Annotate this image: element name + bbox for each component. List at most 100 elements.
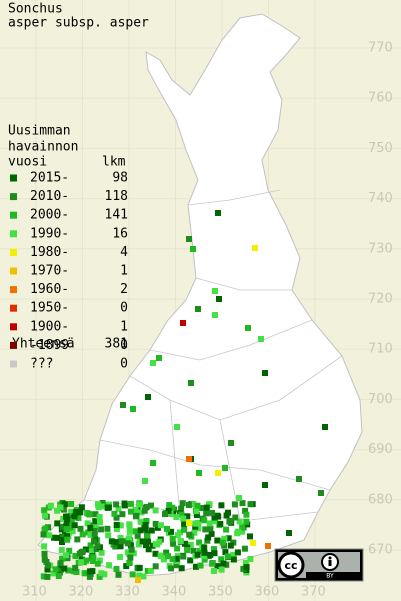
license-badge: cc BY <box>274 548 364 582</box>
square <box>84 520 91 527</box>
title: Sonchus <box>8 2 63 17</box>
square <box>66 547 73 554</box>
square <box>112 543 119 550</box>
square <box>226 518 233 525</box>
square <box>139 538 146 545</box>
square <box>193 563 199 570</box>
square <box>174 532 181 539</box>
legend-swatch <box>10 248 17 256</box>
square <box>142 478 148 484</box>
square <box>138 509 145 516</box>
legend-count: 0 <box>120 301 128 316</box>
square <box>168 528 175 535</box>
square <box>44 566 51 573</box>
legend-label: 1950- <box>30 301 69 316</box>
square <box>201 549 208 556</box>
square <box>242 507 249 514</box>
square <box>211 568 217 574</box>
square <box>42 525 49 532</box>
square <box>186 236 192 242</box>
square <box>247 501 254 508</box>
square <box>41 550 48 557</box>
square <box>163 549 170 556</box>
square <box>222 549 229 556</box>
square <box>108 538 115 545</box>
legend-swatch <box>10 341 17 349</box>
square <box>216 296 222 302</box>
square <box>66 529 72 536</box>
square <box>61 565 68 572</box>
square <box>136 564 143 571</box>
square <box>149 542 156 549</box>
legend-swatch <box>10 304 17 312</box>
square <box>127 528 133 535</box>
square <box>247 533 253 540</box>
square <box>262 482 268 488</box>
square <box>178 565 185 572</box>
square <box>181 526 188 533</box>
square <box>94 543 101 550</box>
square <box>74 536 81 543</box>
square <box>127 542 134 549</box>
square <box>186 456 192 462</box>
square <box>185 502 192 508</box>
square <box>152 520 159 527</box>
square <box>145 546 152 553</box>
square <box>68 509 75 515</box>
square <box>262 370 268 376</box>
square <box>170 540 177 547</box>
legend-count: 1 <box>120 319 128 334</box>
square <box>152 563 159 570</box>
square <box>173 562 180 569</box>
square <box>57 560 64 567</box>
square <box>193 508 200 515</box>
square <box>99 500 106 506</box>
legend-swatch <box>10 174 17 182</box>
square <box>98 570 105 577</box>
square <box>135 577 141 583</box>
square <box>96 557 103 564</box>
square <box>221 535 228 542</box>
square <box>322 424 328 430</box>
square <box>106 562 113 569</box>
square <box>126 560 133 566</box>
square <box>132 528 139 535</box>
square <box>43 559 50 565</box>
square <box>145 394 151 400</box>
square <box>241 545 248 552</box>
x-axis-label: 310 <box>22 585 47 600</box>
legend-label: 1990- <box>30 226 69 241</box>
square <box>140 573 147 580</box>
legend-swatch <box>10 323 17 331</box>
square <box>104 525 111 532</box>
square <box>128 508 134 515</box>
square <box>173 555 180 562</box>
square <box>147 567 154 574</box>
square <box>201 517 208 524</box>
square <box>113 501 120 508</box>
square <box>174 545 181 552</box>
square <box>318 490 324 496</box>
square <box>196 539 203 546</box>
square <box>94 560 101 567</box>
legend-label: 2015- <box>30 171 69 186</box>
legend-count: 118 <box>105 189 128 204</box>
square <box>85 511 92 517</box>
square <box>179 500 186 507</box>
square <box>117 522 124 529</box>
square <box>132 513 139 520</box>
square <box>211 514 218 521</box>
by-label: BY <box>326 573 334 580</box>
square <box>92 518 99 525</box>
legend-label: 1960- <box>30 282 69 297</box>
square <box>173 514 180 521</box>
square <box>144 533 151 540</box>
square <box>225 535 232 542</box>
square <box>77 509 84 516</box>
legend-label: 1970- <box>30 264 69 279</box>
square <box>121 500 128 507</box>
legend-count: 16 <box>112 226 128 241</box>
square <box>243 564 250 571</box>
square <box>63 522 70 529</box>
